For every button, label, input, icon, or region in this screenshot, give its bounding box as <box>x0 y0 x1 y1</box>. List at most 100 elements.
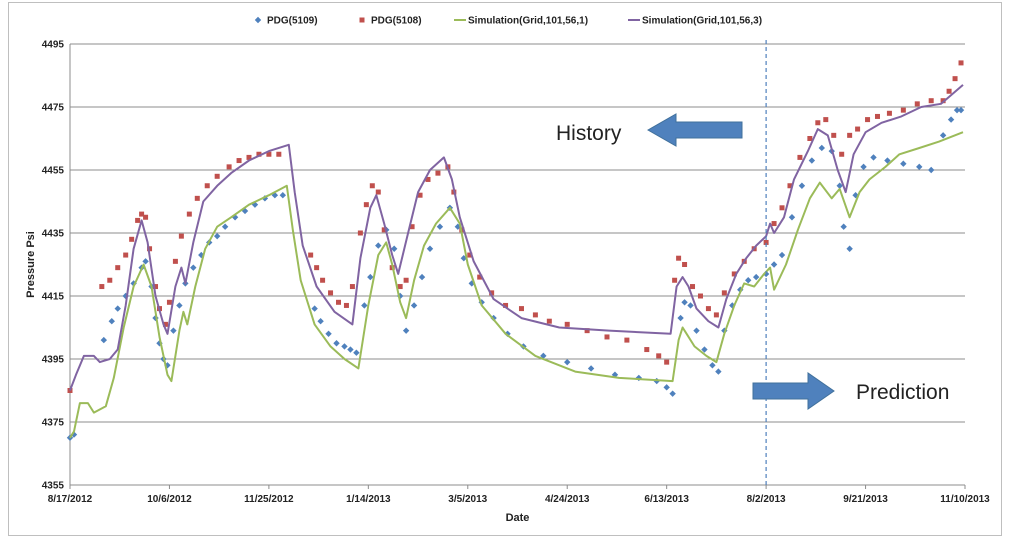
data-point <box>518 306 524 312</box>
x-tick-label: 11/25/2012 <box>244 494 294 505</box>
data-point <box>139 211 145 217</box>
data-point <box>147 246 153 252</box>
data-point <box>952 76 958 82</box>
data-point <box>900 160 907 167</box>
data-point <box>100 336 108 344</box>
data-point <box>687 302 694 309</box>
x-tick-label: 4/24/2013 <box>545 494 590 505</box>
y-tick-label: 4395 <box>42 355 65 366</box>
data-point <box>194 195 200 201</box>
x-tick-label: 3/5/2013 <box>448 494 487 505</box>
data-point <box>731 271 737 277</box>
data-point <box>226 164 232 170</box>
data-point <box>690 284 696 290</box>
data-point <box>343 302 349 308</box>
data-point <box>409 224 415 230</box>
data-point <box>190 264 197 271</box>
data-point <box>410 302 418 309</box>
data-point <box>266 151 272 157</box>
data-point <box>914 101 920 107</box>
data-point <box>884 157 891 164</box>
legend-swatch <box>254 16 262 24</box>
data-point <box>308 252 314 258</box>
annotations: History Prediction <box>556 40 949 485</box>
data-point <box>213 232 221 240</box>
data-point <box>677 314 684 322</box>
data-point <box>564 321 570 327</box>
data-point <box>363 202 369 208</box>
data-point <box>381 227 387 233</box>
data-point <box>953 106 961 114</box>
legend-entry: Simulation(Grid,101,56,1) <box>454 16 588 27</box>
data-point <box>831 132 837 138</box>
data-point <box>123 252 129 258</box>
data-point <box>320 277 326 283</box>
data-point <box>369 183 375 189</box>
data-point <box>114 305 121 312</box>
data-point <box>317 318 324 325</box>
data-point <box>166 299 172 305</box>
y-tick-label: 4475 <box>42 103 65 114</box>
legend-entry: Simulation(Grid,101,56,3) <box>628 16 762 27</box>
x-tick-label: 11/10/2013 <box>940 494 990 505</box>
data-point <box>682 262 688 267</box>
chart-frame <box>8 2 1002 536</box>
data-point <box>256 151 262 157</box>
data-point <box>142 258 149 265</box>
data-point <box>855 126 861 132</box>
data-point <box>927 166 935 174</box>
data-point <box>115 265 121 271</box>
data-point <box>874 113 880 119</box>
grid-lines <box>70 43 965 486</box>
data-point <box>763 239 769 245</box>
data-point <box>798 182 806 189</box>
data-point <box>745 277 752 284</box>
data-point <box>778 251 786 259</box>
axes: 4355 4375 4395 4415 4435 4455 4475 4495 8/17/201… <box>25 40 990 525</box>
data-point <box>681 299 688 306</box>
data-point <box>107 277 113 283</box>
history-label: History <box>556 122 622 145</box>
data-point <box>604 334 610 340</box>
data-point <box>172 258 178 264</box>
data-point <box>797 154 803 160</box>
series-2 <box>69 131 964 439</box>
data-point <box>818 144 825 152</box>
data-point <box>808 157 816 164</box>
data-point <box>347 346 354 353</box>
data-point <box>417 192 423 198</box>
data-point <box>737 286 744 293</box>
data-point <box>669 390 676 397</box>
data-point <box>108 318 115 325</box>
data-point <box>143 214 149 220</box>
legend-label: PDG(5108) <box>371 16 422 27</box>
series-line <box>69 84 964 391</box>
data-point <box>246 154 252 160</box>
data-point <box>375 189 381 195</box>
legend-entry: PDG(5108) <box>359 16 422 27</box>
data-point <box>186 211 192 217</box>
data-point <box>532 312 538 318</box>
data-point <box>349 284 355 290</box>
data-point <box>840 223 847 230</box>
data-point <box>852 192 859 199</box>
data-point <box>204 183 210 189</box>
x-tick-label: 10/6/2012 <box>147 494 192 505</box>
data-point <box>624 337 630 343</box>
data-point <box>156 340 163 347</box>
data-point <box>425 176 431 182</box>
x-tick-label: 6/13/2013 <box>644 494 689 505</box>
data-point <box>546 318 552 324</box>
data-point <box>709 362 716 369</box>
data-point <box>672 277 678 283</box>
x-tick-label: 9/21/2013 <box>843 494 888 505</box>
data-point <box>815 120 821 126</box>
legend: PDG(5109) PDG(5108) Simulation(Grid,101,56… <box>254 16 762 27</box>
data-point <box>721 327 728 334</box>
y-tick-label: 4415 <box>42 292 65 303</box>
data-point <box>870 154 877 161</box>
data-point <box>162 321 168 327</box>
data-point <box>771 221 777 227</box>
data-point <box>178 233 184 239</box>
